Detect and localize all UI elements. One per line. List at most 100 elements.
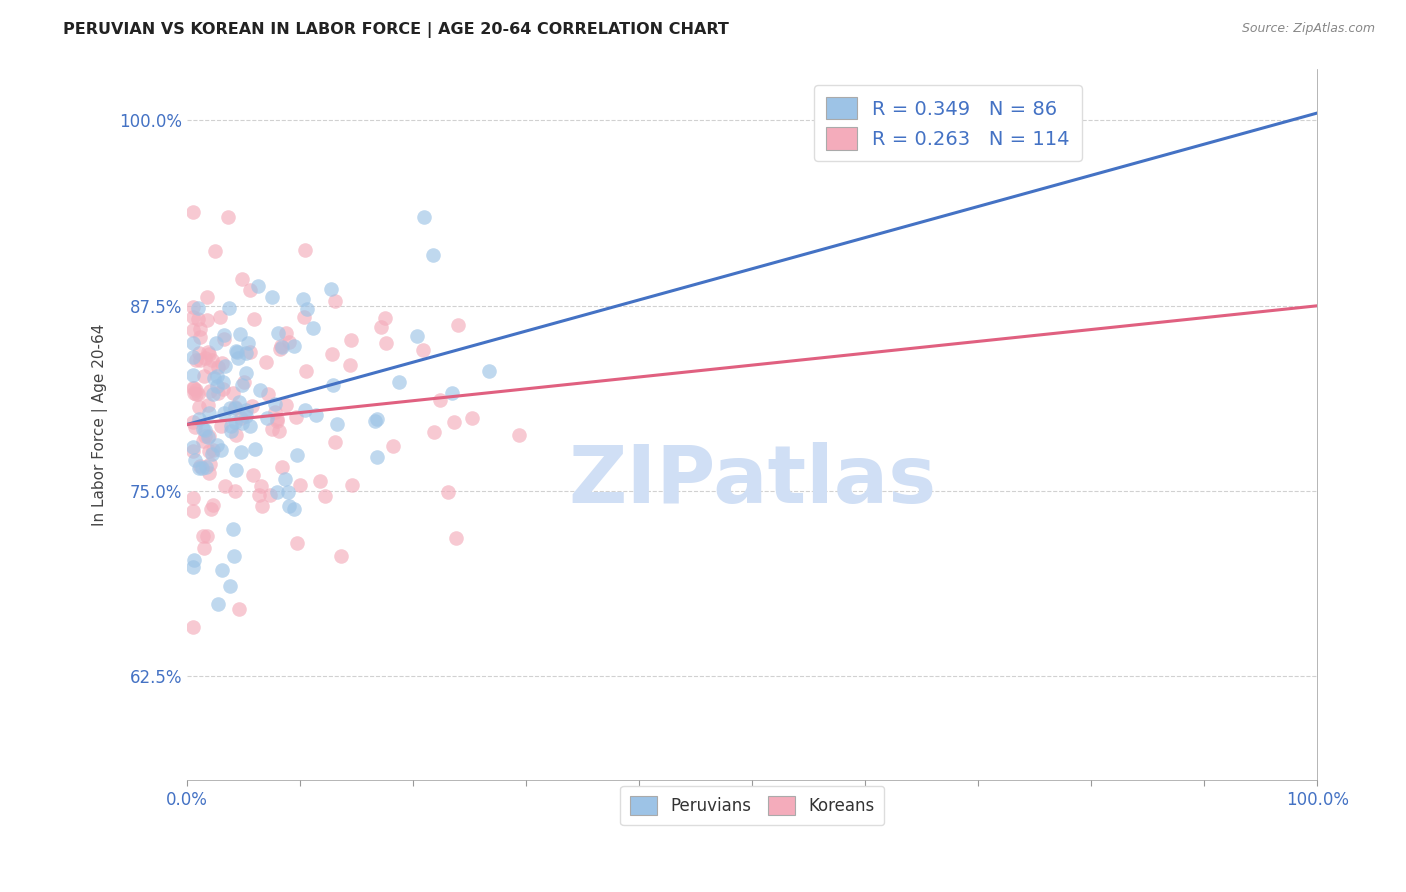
Point bbox=[197, 466, 219, 480]
Point bbox=[422, 425, 444, 440]
Point bbox=[218, 401, 240, 415]
Point bbox=[285, 448, 308, 462]
Point bbox=[193, 541, 215, 555]
Point bbox=[181, 368, 204, 382]
Point bbox=[321, 282, 343, 296]
Point bbox=[211, 563, 233, 577]
Point bbox=[382, 439, 405, 453]
Point bbox=[197, 399, 219, 413]
Point bbox=[366, 411, 388, 425]
Text: PERUVIAN VS KOREAN IN LABOR FORCE | AGE 20-64 CORRELATION CHART: PERUVIAN VS KOREAN IN LABOR FORCE | AGE … bbox=[63, 22, 730, 38]
Point bbox=[366, 450, 388, 464]
Point bbox=[247, 488, 270, 502]
Point bbox=[270, 460, 292, 475]
Point bbox=[254, 355, 277, 369]
Point bbox=[191, 422, 214, 436]
Point bbox=[222, 385, 245, 400]
Point bbox=[249, 383, 271, 397]
Point bbox=[239, 345, 262, 359]
Point bbox=[231, 377, 253, 392]
Point bbox=[181, 559, 204, 574]
Point bbox=[235, 402, 257, 417]
Point bbox=[229, 445, 252, 459]
Point bbox=[294, 403, 316, 417]
Text: ZIPatlas: ZIPatlas bbox=[568, 442, 936, 520]
Point bbox=[461, 410, 484, 425]
Point bbox=[256, 410, 278, 425]
Point bbox=[228, 601, 250, 615]
Point bbox=[186, 353, 208, 368]
Point bbox=[219, 424, 242, 438]
Point bbox=[363, 414, 385, 428]
Point bbox=[266, 414, 288, 428]
Point bbox=[226, 345, 249, 359]
Point bbox=[308, 474, 330, 488]
Point bbox=[274, 472, 297, 486]
Point bbox=[295, 301, 318, 316]
Point bbox=[441, 386, 464, 401]
Point bbox=[277, 335, 299, 350]
Point bbox=[283, 502, 305, 516]
Point bbox=[212, 406, 235, 420]
Point bbox=[437, 485, 460, 500]
Point bbox=[238, 336, 260, 351]
Point bbox=[197, 407, 219, 421]
Point bbox=[181, 323, 204, 337]
Point bbox=[232, 375, 254, 389]
Point bbox=[292, 292, 315, 306]
Point bbox=[181, 301, 204, 315]
Point bbox=[330, 549, 353, 563]
Point bbox=[274, 398, 297, 412]
Point bbox=[478, 364, 501, 378]
Point bbox=[195, 289, 218, 303]
Point bbox=[190, 461, 212, 475]
Point bbox=[219, 419, 242, 434]
Point bbox=[209, 442, 232, 457]
Point bbox=[187, 412, 209, 426]
Point bbox=[228, 395, 250, 409]
Point bbox=[201, 387, 224, 401]
Point bbox=[321, 347, 343, 361]
Point bbox=[239, 283, 262, 297]
Legend: Peruvians, Koreans: Peruvians, Koreans bbox=[620, 786, 884, 825]
Point bbox=[187, 460, 209, 475]
Point bbox=[212, 382, 235, 396]
Point bbox=[181, 336, 204, 351]
Point bbox=[231, 271, 253, 285]
Point bbox=[183, 386, 205, 401]
Point bbox=[207, 360, 229, 375]
Point bbox=[194, 429, 217, 443]
Point bbox=[187, 312, 209, 326]
Point bbox=[214, 478, 236, 492]
Point bbox=[274, 326, 297, 340]
Point bbox=[197, 347, 219, 361]
Point bbox=[243, 442, 266, 456]
Point bbox=[340, 478, 363, 492]
Point bbox=[181, 350, 204, 364]
Point bbox=[413, 210, 436, 224]
Point bbox=[224, 400, 246, 414]
Point bbox=[263, 397, 285, 411]
Point bbox=[205, 378, 228, 392]
Point bbox=[183, 420, 205, 434]
Point bbox=[212, 332, 235, 346]
Point bbox=[187, 301, 209, 315]
Point bbox=[207, 597, 229, 611]
Point bbox=[201, 352, 224, 367]
Point bbox=[340, 333, 363, 347]
Point bbox=[202, 371, 225, 385]
Point bbox=[290, 478, 312, 492]
Point bbox=[224, 549, 246, 563]
Point bbox=[226, 351, 249, 366]
Point bbox=[249, 478, 271, 492]
Point bbox=[197, 428, 219, 442]
Point bbox=[305, 408, 328, 422]
Point bbox=[188, 346, 211, 360]
Point bbox=[181, 205, 204, 219]
Point bbox=[339, 358, 361, 372]
Point bbox=[207, 386, 229, 401]
Point bbox=[188, 353, 211, 368]
Point bbox=[443, 415, 465, 429]
Point bbox=[294, 244, 316, 258]
Point bbox=[197, 313, 219, 327]
